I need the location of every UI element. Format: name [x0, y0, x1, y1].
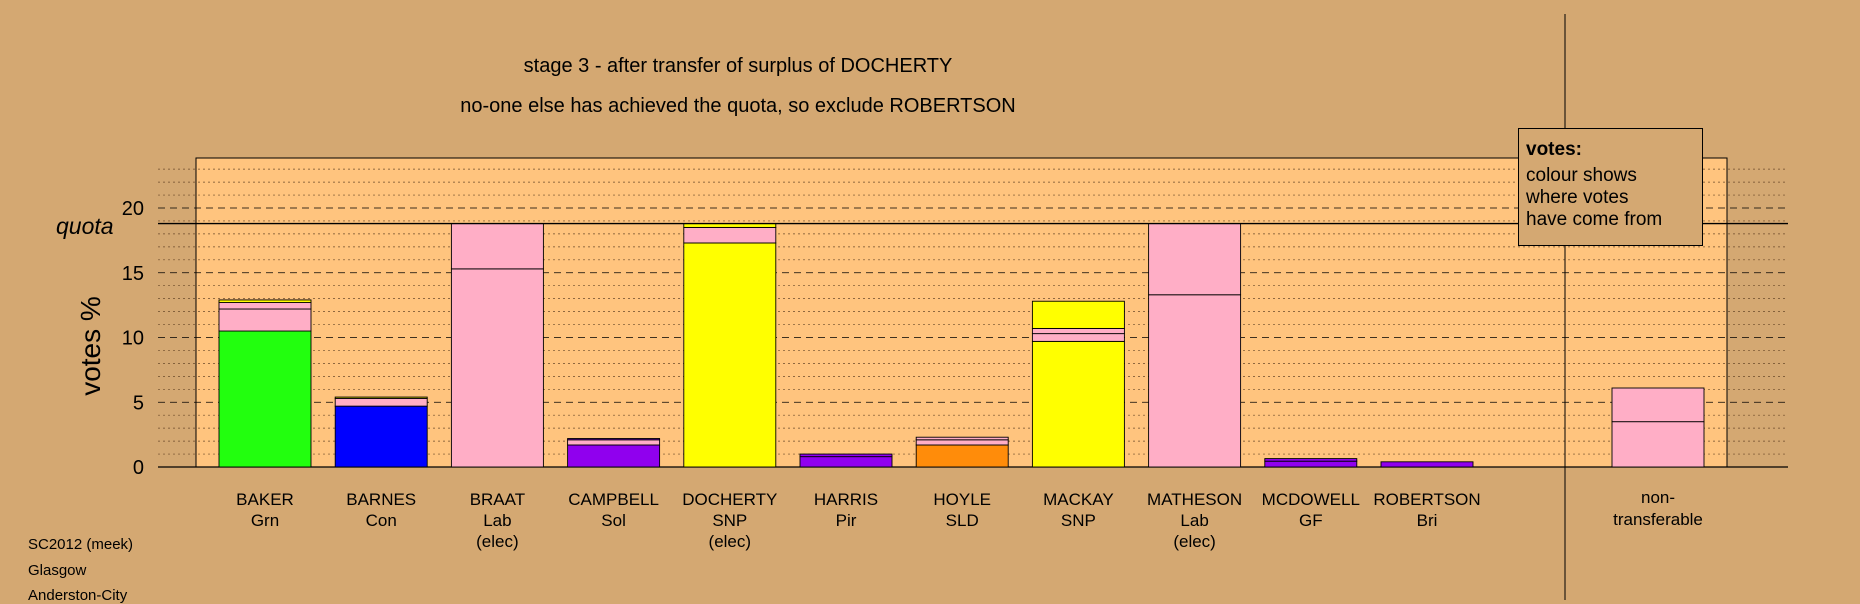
- chart-text: stage 3 - after transfer of surplus of D…: [56, 55, 1703, 551]
- candidate-party-matheson: Lab: [1180, 511, 1208, 530]
- bar-mcdowell-segment-2: [1264, 458, 1358, 462]
- bar-docherty-segment-2: [683, 226, 777, 244]
- footer-election: SC2012 (meek): [28, 536, 134, 553]
- candidate-name-barnes: BARNES: [346, 490, 416, 509]
- y-tick-label: 5: [133, 392, 144, 414]
- footer-ward: Anderston-City: [28, 587, 128, 604]
- candidate-party-campbell: Sol: [601, 511, 626, 530]
- bar-mackay-segment-2: [1031, 333, 1125, 342]
- candidate-party-mackay: SNP: [1061, 511, 1096, 530]
- y-axis-label: votes %: [75, 296, 106, 396]
- bar-campbell-segment-3: [567, 438, 661, 441]
- chart-gridlines: [158, 14, 1788, 600]
- candidate-name-docherty: DOCHERTY: [682, 490, 777, 509]
- bar-baker-segment-4: [218, 299, 312, 303]
- candidate-name-matheson: MATHESON: [1147, 490, 1242, 509]
- bar-mcdowell-segment-1: [1264, 460, 1358, 468]
- quota-label: quota: [56, 213, 114, 239]
- bar-braat-segment-1: [450, 268, 544, 468]
- bar-mackay-segment-3: [1031, 327, 1125, 335]
- bar-hoyle-segment-1: [915, 444, 1009, 468]
- legend-box: votes: colour shows where votes have com…: [1518, 128, 1703, 246]
- bar-robertson-segment-1: [1380, 461, 1474, 468]
- candidate-party-docherty: SNP: [712, 511, 747, 530]
- bar-harris-segment-2: [799, 453, 893, 458]
- y-tick-label: 10: [122, 328, 144, 350]
- bar-docherty-segment-1: [683, 242, 777, 468]
- bar-braat-segment-2: [450, 223, 544, 270]
- candidate-name-hoyle: HOYLE: [933, 490, 991, 509]
- chart-bars: [158, 222, 1788, 468]
- legend-title: votes:: [1526, 139, 1582, 160]
- bar-mackay-segment-1: [1031, 340, 1125, 468]
- candidate-status-docherty: (elec): [709, 532, 752, 551]
- candidate-name-mcdowell: MCDOWELL: [1262, 490, 1360, 509]
- bar-nontransferable-segment-1: [1611, 421, 1705, 468]
- footer-city: Glasgow: [28, 562, 87, 579]
- y-tick-label: 20: [122, 198, 144, 220]
- candidate-party-barnes: Con: [366, 511, 397, 530]
- candidate-party-harris: Pir: [836, 511, 857, 530]
- chart-title: stage 3 - after transfer of surplus of D…: [524, 55, 953, 77]
- y-tick-label: 0: [133, 457, 144, 479]
- bar-campbell-segment-1: [567, 444, 661, 468]
- bar-barnes-segment-1: [334, 405, 428, 468]
- bar-campbell-segment-2: [567, 439, 661, 446]
- bar-matheson-segment-1: [1148, 294, 1242, 468]
- bar-baker-segment-3: [218, 302, 312, 310]
- candidate-name-harris: HARRIS: [814, 490, 878, 509]
- bar-mackay-segment-4: [1031, 300, 1125, 329]
- nontransferable-label-line-2: transferable: [1613, 510, 1703, 529]
- bar-matheson-segment-2: [1148, 223, 1242, 296]
- candidate-status-braat: (elec): [476, 532, 519, 551]
- bar-hoyle-segment-3: [915, 436, 1009, 441]
- candidate-name-baker: BAKER: [236, 490, 294, 509]
- bar-barnes-segment-2: [334, 397, 428, 407]
- nontransferable-label-line-1: non-: [1641, 488, 1675, 507]
- y-tick-label: 15: [122, 263, 144, 285]
- candidate-status-matheson: (elec): [1173, 532, 1216, 551]
- candidate-party-mcdowell: GF: [1299, 511, 1323, 530]
- candidate-name-campbell: CAMPBELL: [568, 490, 659, 509]
- legend-line-1: colour shows: [1526, 165, 1637, 186]
- bar-baker-segment-1: [218, 330, 312, 468]
- bar-hoyle-segment-2: [915, 439, 1009, 446]
- bar-harris-segment-1: [799, 456, 893, 468]
- candidate-name-mackay: MACKAY: [1043, 490, 1114, 509]
- candidate-name-braat: BRAAT: [470, 490, 525, 509]
- candidate-party-baker: Grn: [251, 511, 279, 530]
- candidate-party-robertson: Bri: [1417, 511, 1438, 530]
- candidate-party-braat: Lab: [483, 511, 511, 530]
- bar-barnes-segment-3: [334, 396, 428, 399]
- legend-line-2: where votes: [1526, 187, 1629, 208]
- bar-baker-segment-2: [218, 308, 312, 332]
- candidate-name-robertson: ROBERTSON: [1373, 490, 1480, 509]
- chart-subtitle: no-one else has achieved the quota, so e…: [460, 95, 1016, 117]
- bar-nontransferable-segment-2: [1611, 387, 1705, 423]
- candidate-party-hoyle: SLD: [946, 511, 979, 530]
- legend-line-3: have come from: [1526, 209, 1663, 230]
